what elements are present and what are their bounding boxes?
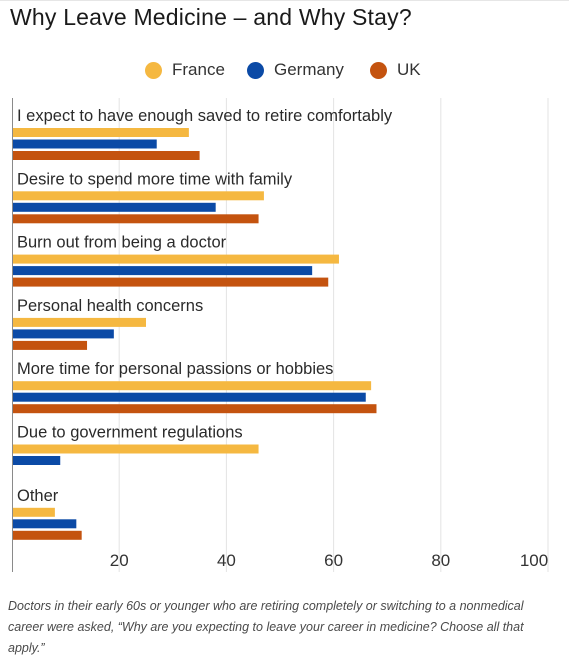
bar-france-2 xyxy=(13,191,264,201)
chart-title: Why Leave Medicine – and Why Stay? xyxy=(10,4,412,30)
bar-france-6 xyxy=(13,444,259,454)
bar-uk-1 xyxy=(13,151,200,160)
bar-germany-3 xyxy=(13,266,313,276)
legend-label-uk: UK xyxy=(397,60,421,79)
legend-item-uk: UK xyxy=(370,60,421,80)
bar-chart: I expect to have enough saved to retire … xyxy=(12,98,549,572)
bar-france-4 xyxy=(13,317,146,327)
legend-swatch-france xyxy=(145,61,162,79)
bar-france-3 xyxy=(13,254,339,264)
chart-caption: Doctors in their early 60s or younger wh… xyxy=(8,599,524,655)
bar-germany-7 xyxy=(13,519,77,529)
x-tick-label: 20 xyxy=(110,551,129,570)
bar-germany-5 xyxy=(13,392,366,402)
x-tick-label: 40 xyxy=(217,551,236,570)
bar-germany-1 xyxy=(13,139,157,149)
legend-label-france: France xyxy=(172,60,225,79)
legend-item-france: France xyxy=(145,60,225,80)
bar-germany-6 xyxy=(13,456,61,465)
category-label: Other xyxy=(17,487,59,505)
bar-france-5 xyxy=(13,381,372,391)
bar-uk-3 xyxy=(13,277,329,287)
x-tick-label: 80 xyxy=(431,551,450,570)
category-label: Due to government regulations xyxy=(17,424,243,442)
category-label: I expect to have enough saved to retire … xyxy=(17,107,393,125)
legend-swatch-uk xyxy=(370,61,387,79)
bar-uk-7 xyxy=(13,530,82,540)
legend-swatch-germany xyxy=(247,61,264,79)
bar-france-1 xyxy=(13,128,189,137)
bar-uk-4 xyxy=(13,340,88,350)
legend-item-germany: Germany xyxy=(247,60,344,80)
category-label: Burn out from being a doctor xyxy=(17,234,227,252)
legend-label-germany: Germany xyxy=(274,60,344,79)
x-tick-label: 100 xyxy=(520,551,548,570)
bar-germany-4 xyxy=(13,329,114,339)
x-tick-label: 60 xyxy=(324,551,343,570)
bar-germany-2 xyxy=(13,202,216,212)
category-label: More time for personal passions or hobbi… xyxy=(17,360,333,378)
category-label: Personal health concerns xyxy=(17,297,203,315)
bar-uk-5 xyxy=(13,404,377,414)
bar-uk-2 xyxy=(13,214,259,224)
category-label: Desire to spend more time with family xyxy=(17,170,293,188)
bar-france-7 xyxy=(13,507,55,517)
chart-legend: France Germany UK xyxy=(0,60,569,86)
top-divider xyxy=(0,0,569,1)
